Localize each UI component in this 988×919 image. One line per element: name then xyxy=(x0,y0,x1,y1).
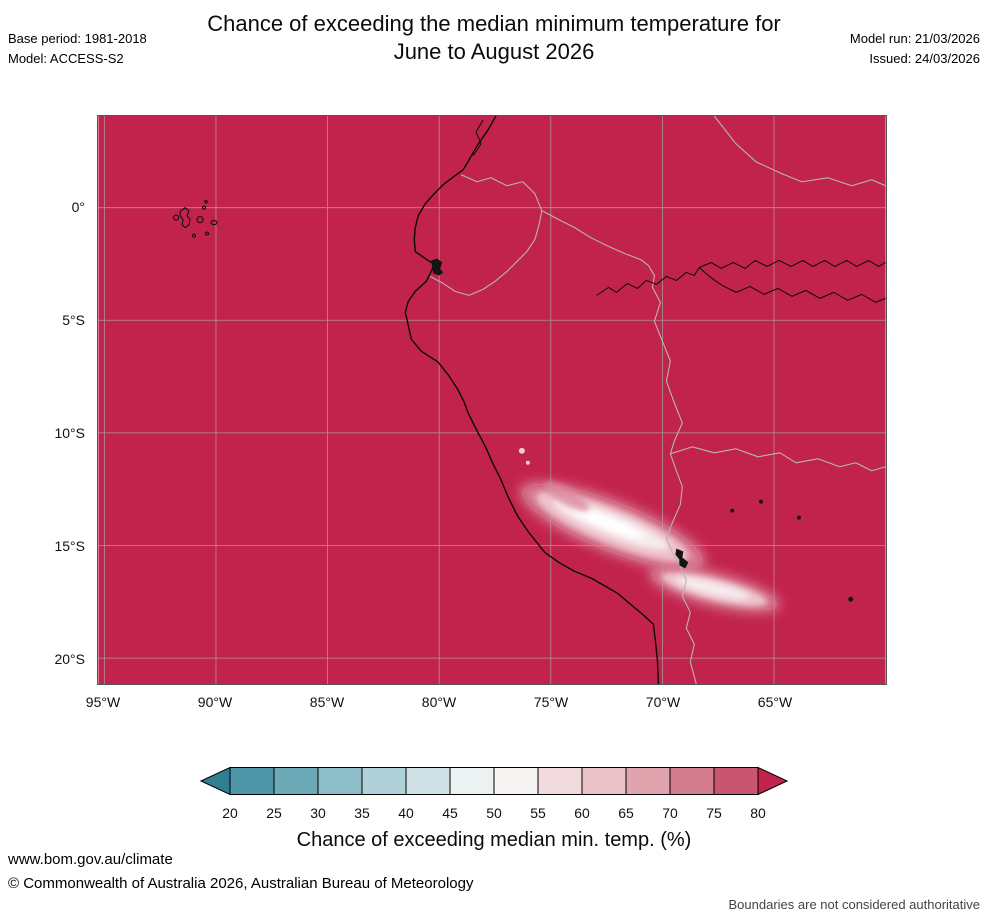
colorbar-segment xyxy=(493,767,539,795)
colorbar-tick-label: 65 xyxy=(618,805,634,821)
longitude-axis: 95°W 90°W 85°W 80°W 75°W 70°W 65°W xyxy=(86,691,887,713)
map-area: 0° 5°S 10°S 15°S 20°S 95°W 90°W 85°W 80°W 75°W 70… xyxy=(54,115,887,710)
colorbar: 20 25 30 35 40 45 50 55 60 65 70 75 80 Chance of exc… xyxy=(199,766,789,852)
x-axis-tick-label: 65°W xyxy=(757,694,793,710)
y-axis-tick-label: 10°S xyxy=(54,425,85,441)
grid-lines xyxy=(98,116,886,684)
title-line-1: Chance of exceeding the median minimum t… xyxy=(207,11,781,36)
x-axis-tick-label: 85°W xyxy=(309,694,345,710)
lake-titicaca xyxy=(675,548,689,569)
copyright-text: © Commonwealth of Australia 2026, Austra… xyxy=(8,875,474,892)
colorbar-tick-label: 25 xyxy=(266,805,282,821)
x-axis-tick-label: 80°W xyxy=(421,694,457,710)
colorbar-segment xyxy=(273,767,319,795)
colorbar-tick-label: 75 xyxy=(706,805,722,821)
forecast-map xyxy=(97,115,887,685)
model-meta-left: Base period: 1981-2018 Model: ACCESS-S2 xyxy=(8,29,147,69)
colorbar-segment xyxy=(449,767,495,795)
latitude-axis: 0° 5°S 10°S 15°S 20°S xyxy=(35,115,91,685)
x-axis-tick-label: 75°W xyxy=(533,694,569,710)
colorbar-segment xyxy=(229,767,275,795)
y-axis-tick-label: 0° xyxy=(71,199,85,215)
colorbar-segment xyxy=(405,767,451,795)
coastline xyxy=(404,116,660,684)
colorbar-tick-label: 20 xyxy=(222,805,238,821)
x-axis-tick-label: 90°W xyxy=(197,694,233,710)
model-meta-right: Model run: 21/03/2026 Issued: 24/03/2026 xyxy=(850,29,980,69)
colorbar-tick-label: 60 xyxy=(574,805,590,821)
colorbar-segment xyxy=(669,767,715,795)
galapagos-islands xyxy=(173,200,218,238)
y-axis-tick-label: 5°S xyxy=(62,312,85,328)
y-axis-tick-label: 20°S xyxy=(54,651,85,667)
disclaimer-text: Boundaries are not considered authoritat… xyxy=(728,897,981,912)
colorbar-tick-label: 30 xyxy=(310,805,326,821)
colorbar-tick-label: 80 xyxy=(750,805,766,821)
colorbar-left-arrow xyxy=(199,766,231,796)
colorbar-tick-label: 55 xyxy=(530,805,546,821)
colorbar-segment xyxy=(625,767,671,795)
model-run-label: Model run: 21/03/2026 xyxy=(849,31,980,46)
colorbar-tick-label: 70 xyxy=(662,805,678,821)
colorbar-scale xyxy=(199,766,789,796)
colorbar-segment xyxy=(581,767,627,795)
colorbar-tick-label: 45 xyxy=(442,805,458,821)
x-axis-tick-label: 95°W xyxy=(85,694,121,710)
lakes-and-landmarks xyxy=(431,258,854,602)
colorbar-right-arrow xyxy=(757,766,789,796)
title-line-2: June to August 2026 xyxy=(393,39,595,64)
rivers xyxy=(472,119,886,303)
model-label: Model: ACCESS-S2 xyxy=(8,51,124,66)
country-borders xyxy=(429,116,886,684)
colorbar-segment xyxy=(537,767,583,795)
page-title: Chance of exceeding the median minimum t… xyxy=(0,10,988,66)
colorbar-segment xyxy=(317,767,363,795)
x-axis-tick-label: 70°W xyxy=(645,694,681,710)
colorbar-tick-row: 20 25 30 35 40 45 50 55 60 65 70 75 80 xyxy=(200,801,788,823)
puna-island xyxy=(431,258,444,276)
low-chance-speck xyxy=(525,460,530,465)
colorbar-segment xyxy=(713,767,759,795)
low-chance-speck xyxy=(518,447,525,454)
issued-label: Issued: 24/03/2026 xyxy=(869,51,980,66)
base-period-label: Base period: 1981-2018 xyxy=(8,31,147,46)
colorbar-tick-label: 40 xyxy=(398,805,414,821)
colorbar-tick-label: 50 xyxy=(486,805,502,821)
low-chance-band xyxy=(518,447,781,613)
colorbar-segment xyxy=(361,767,407,795)
colorbar-tick-label: 35 xyxy=(354,805,370,821)
y-axis-tick-label: 15°S xyxy=(54,538,85,554)
website-text: www.bom.gov.au/climate xyxy=(8,851,173,868)
colorbar-label: Chance of exceeding median min. temp. (%… xyxy=(296,829,692,851)
